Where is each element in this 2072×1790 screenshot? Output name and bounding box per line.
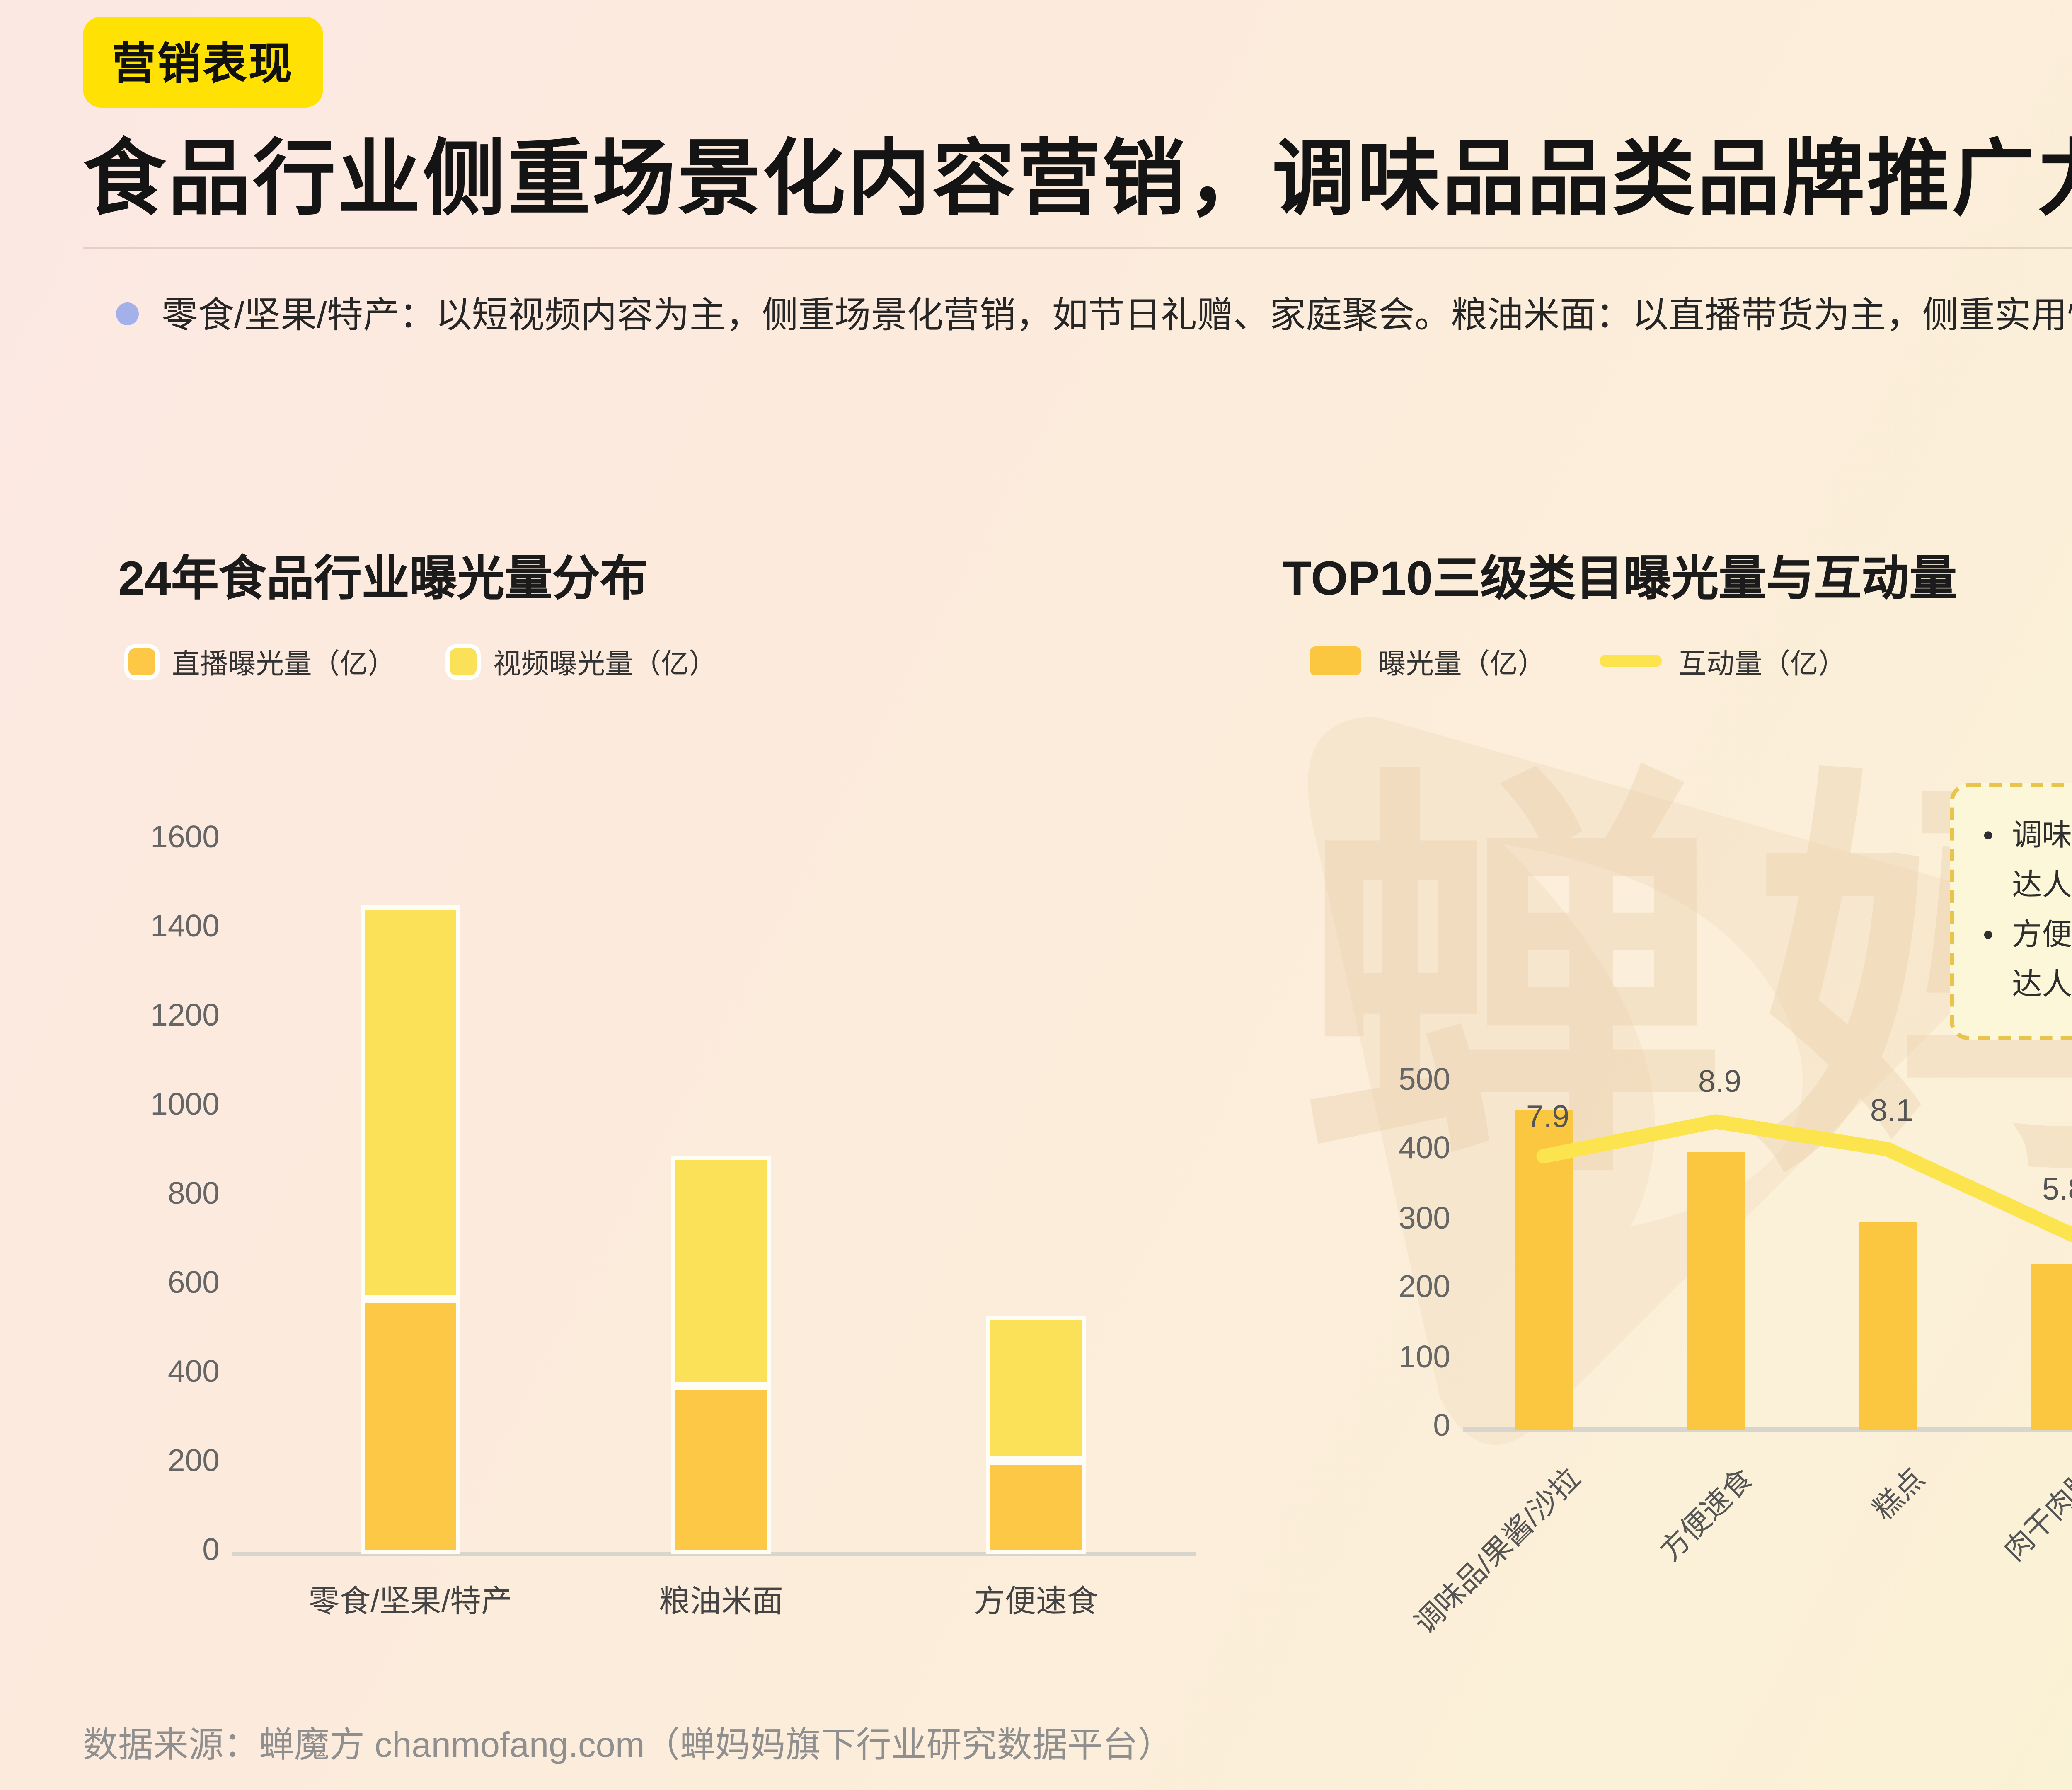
legend-line-swatch xyxy=(1600,655,1662,667)
bar-segment-live xyxy=(986,1460,1086,1554)
left-y-tick-label: 200 xyxy=(167,1444,220,1479)
line-value-label: 8.9 xyxy=(1698,1065,1742,1101)
left-category-label: 零食/坚果/特产 xyxy=(308,1585,512,1620)
right-chart-left-tick: 100 xyxy=(1398,1339,1450,1375)
interaction-line xyxy=(1536,1114,2072,1243)
exposure-bar xyxy=(2031,1263,2072,1430)
annotation-text: 方便速食：CR5品牌曝光占比15%，陈薯为TOP1品牌，占比4%；小达人：桑姑娘 xyxy=(2012,920,2072,1003)
left-chart-legend: 直播曝光量（亿） 视频曝光量（亿） xyxy=(128,640,717,682)
right-chart-left-tick: 300 xyxy=(1398,1201,1450,1236)
page-title: 食品行业侧重场景化内容营销，调味品品类品牌推广力度大 xyxy=(83,135,2072,226)
legend-item: 视频曝光量（亿） xyxy=(450,640,717,682)
bullet-dot xyxy=(116,302,139,325)
legend-swatch xyxy=(128,647,155,675)
exposure-bar xyxy=(1859,1222,1917,1430)
left-y-tick-label: 600 xyxy=(167,1266,220,1301)
right-chart-plot: 01002003004005000510调味品/果酱/沙拉方便速食糕点肉干肉脯饼… xyxy=(1399,1063,2072,1640)
watermark-logo xyxy=(1308,717,2009,1445)
left-y-tick-label: 800 xyxy=(167,1177,220,1212)
legend-label: 直播曝光量（亿） xyxy=(172,648,396,680)
legend-label: 视频曝光量（亿） xyxy=(493,648,717,680)
title-divider xyxy=(83,247,2072,249)
legend-item: 直播曝光量（亿） xyxy=(128,640,396,682)
annotation-line: 方便速食：CR5品牌曝光占比15%，陈薯为TOP1品牌，占比4%；小达人：桑姑娘… xyxy=(1979,912,2072,1011)
section-badge: 营销表现 xyxy=(83,17,323,108)
left-y-tick-label: 1000 xyxy=(150,1088,220,1123)
watermark-text: 蝉妈妈 xyxy=(1301,746,2072,1220)
exposure-bar xyxy=(1515,1111,1573,1430)
left-category-label: 粮油米面 xyxy=(658,1585,783,1620)
bar-segment-live xyxy=(361,1300,460,1554)
right-category-label: 调味品/果酱/沙拉 xyxy=(1408,1461,1587,1640)
bar-segment-live xyxy=(671,1386,771,1554)
data-source: 数据来源：蝉魔方 chanmofang.com（蝉妈妈旗下行业研究数据平台） xyxy=(83,1726,1173,1765)
left-chart-plot: 0 200 400 600 800 1000 1200 1400 1600 零食/坚果/特产 粮油米… xyxy=(150,820,1196,1620)
right-chart-legend: 曝光量（亿） 互动量（亿） xyxy=(1310,640,1846,682)
left-chart-title: 24年食品行业曝光量分布 xyxy=(118,551,648,605)
right-chart-left-tick: 0 xyxy=(1433,1409,1450,1444)
annotation-text: 调味品：CR5品牌曝光占比12%，海天为TOP1品牌，占比3%；头部达人：干饭兄… xyxy=(2012,820,2072,903)
stacked-bar xyxy=(671,841,771,1554)
stacked-bar xyxy=(361,841,460,1554)
legend-bar-swatch xyxy=(1310,646,1361,675)
left-category-label: 方便速食 xyxy=(973,1585,1098,1620)
bar-segment-video xyxy=(986,1315,1086,1461)
annotation-box: 调味品：CR5品牌曝光占比12%，海天为TOP1品牌，占比3%；头部达人：干饭兄… xyxy=(1950,783,2072,1040)
left-y-tick-label: 400 xyxy=(167,1355,220,1390)
bar-segment-video xyxy=(361,905,460,1300)
right-chart-left-tick: 500 xyxy=(1398,1063,1450,1098)
right-x-axis-line xyxy=(1463,1427,2072,1432)
intro-text: 零食/坚果/特产：以短视频内容为主，侧重场景化营销，如节日礼赠、家庭聚会。粮油米… xyxy=(162,294,2072,336)
left-y-tick-label: 1400 xyxy=(150,910,220,945)
right-chart-left-tick: 400 xyxy=(1398,1132,1450,1167)
right-chart-title: TOP10三级类目曝光量与互动量 xyxy=(1283,551,1957,605)
line-value-label: 7.9 xyxy=(1526,1100,1570,1136)
left-x-axis-line xyxy=(232,1552,1196,1556)
left-y-tick-label: 1600 xyxy=(150,820,220,856)
line-value-label: 5.8 xyxy=(2042,1173,2072,1208)
legend-swatch xyxy=(450,647,477,675)
right-chart-left-tick: 200 xyxy=(1398,1270,1450,1306)
line-value-label: 8.1 xyxy=(1870,1093,1914,1129)
legend-item: 曝光量（亿） xyxy=(1310,640,1546,682)
stacked-bar xyxy=(986,841,1086,1554)
legend-item: 互动量（亿） xyxy=(1600,640,1846,682)
legend-label: 互动量（亿） xyxy=(1678,648,1846,680)
legend-label: 曝光量（亿） xyxy=(1378,648,1546,680)
annotation-line: 调味品：CR5品牌曝光占比12%，海天为TOP1品牌，占比3%；头部达人：干饭兄… xyxy=(1979,812,2072,912)
exposure-bar xyxy=(1687,1153,1745,1430)
left-y-tick-label: 0 xyxy=(202,1533,220,1568)
bar-segment-video xyxy=(671,1155,771,1387)
left-y-tick-label: 1200 xyxy=(150,999,220,1034)
